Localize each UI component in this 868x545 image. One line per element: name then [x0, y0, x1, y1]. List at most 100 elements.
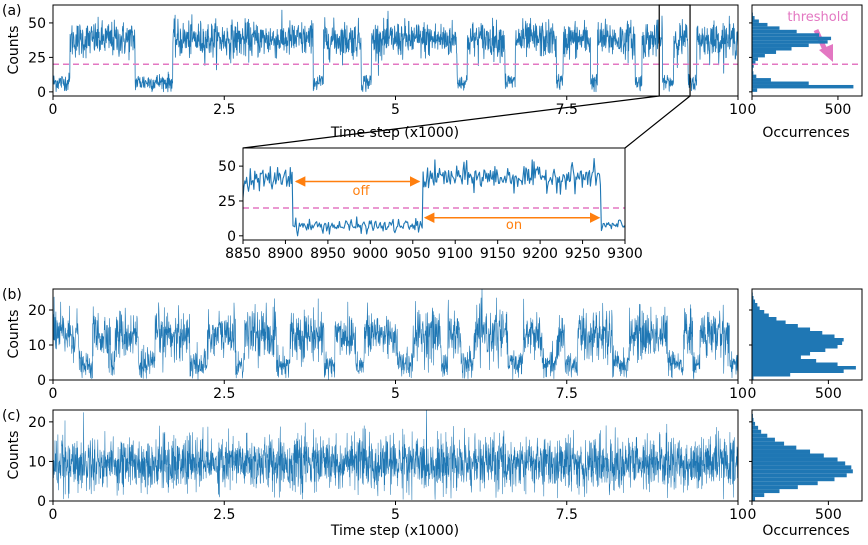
- c-xtick-label: 7.5: [556, 507, 578, 523]
- trace-a: [53, 9, 738, 93]
- hist-a-bar: [752, 50, 777, 54]
- hist-c-bar: [752, 469, 853, 474]
- hist-a-bar: [752, 29, 797, 34]
- hist-axes-a: [751, 4, 863, 97]
- c-xtick-label: 2.5: [213, 507, 235, 523]
- c-xtick-label: 0: [49, 507, 58, 523]
- b-xtick-label: 10: [729, 386, 747, 402]
- c-xtick-label: 5: [391, 507, 400, 523]
- zoom-xtick-label: 8850: [225, 246, 261, 262]
- zoom-xtick-label: 9000: [353, 246, 389, 262]
- hist-axes-c: [751, 409, 863, 502]
- b-xtick-label: 7.5: [556, 386, 578, 402]
- hist-b-bar: [752, 348, 826, 352]
- hist-c-bar: [752, 421, 756, 426]
- hist-b-bar: [752, 366, 856, 370]
- trace-b: [53, 289, 738, 380]
- hist-c-bar: [752, 433, 768, 438]
- hist-a-xtick-label: 0: [748, 102, 757, 118]
- hist-c-bar: [752, 449, 811, 454]
- hist-a-bar: [752, 57, 759, 61]
- zoom-xtick-label: 9250: [565, 246, 601, 262]
- on-annotation: on: [506, 218, 522, 233]
- hist-c-bar: [752, 441, 785, 446]
- hist-a-bar: [752, 16, 755, 20]
- hist-a-bar: [752, 53, 765, 58]
- hist-a-bar: [752, 81, 809, 85]
- hist-b-bar: [752, 320, 786, 324]
- hist-b-bar: [752, 331, 823, 335]
- hist-b-bar: [752, 355, 801, 359]
- xlabel-a: Time step (x1000): [330, 125, 459, 141]
- hist-a-bar: [752, 47, 792, 51]
- c-ytick-label: 10: [28, 454, 46, 470]
- panel-label-c: (c): [2, 408, 21, 424]
- hist-c-bar: [752, 425, 759, 430]
- zoom-ytick-label: 50: [218, 159, 236, 175]
- hist-c-bar: [752, 489, 780, 494]
- ylabel-c: Counts: [6, 431, 22, 480]
- zoom-xtick-label: 9200: [522, 246, 558, 262]
- hist-a-bar: [752, 74, 757, 79]
- hist-c-bar: [752, 445, 797, 450]
- hist-c-bar: [752, 457, 838, 462]
- zoom-xtick-label: 9300: [607, 246, 643, 262]
- hist-c-bar: [752, 481, 818, 486]
- hist-c-bar: [752, 465, 852, 470]
- hist-c-bar: [752, 417, 754, 422]
- hist-c-bar: [752, 473, 847, 478]
- hist-b-bar: [752, 341, 843, 345]
- hist-b-bar: [752, 303, 758, 307]
- hist-b-xtick-label: 0: [748, 386, 757, 402]
- hist-a-bar: [752, 26, 780, 30]
- a-xtick-label: 2.5: [213, 102, 235, 118]
- a-xtick-label: 10: [729, 102, 747, 118]
- hist-c-xtick-label: 500: [815, 507, 842, 523]
- hist-a-bar: [752, 71, 754, 75]
- panel-label-a: (a): [2, 3, 22, 19]
- hist-b-bar: [752, 334, 835, 338]
- a-xtick-label: 7.5: [556, 102, 578, 118]
- zoom-xtick-label: 9100: [437, 246, 473, 262]
- zoom-xtick-label: 9150: [480, 246, 516, 262]
- hist-b-bar: [752, 338, 844, 342]
- hist-c-bar: [752, 453, 824, 458]
- hist-b-bar: [752, 324, 798, 328]
- hist-b-bar: [752, 313, 769, 317]
- a-ytick-label: 0: [37, 85, 46, 101]
- hist-b-bar: [752, 369, 844, 373]
- hist-b-bar: [752, 299, 756, 303]
- hist-a-xtick-label: 500: [825, 102, 852, 118]
- a-ytick-label: 50: [28, 16, 46, 32]
- hist-c-bar: [752, 477, 835, 482]
- hist-b-bar: [752, 317, 777, 321]
- hist-b-bar: [752, 345, 838, 349]
- a-xtick-label: 0: [49, 102, 58, 118]
- zoom-xtick-label: 8950: [310, 246, 346, 262]
- threshold-annotation: threshold: [787, 10, 848, 25]
- zoom-xtick-label: 8900: [268, 246, 304, 262]
- c-ytick-label: 20: [28, 415, 46, 431]
- panel-label-b: (b): [2, 287, 22, 303]
- hist-c-bar: [752, 461, 846, 466]
- hist-b-bar: [752, 306, 760, 310]
- hist-a-bar: [752, 84, 854, 89]
- hist-a-bar: [752, 43, 809, 48]
- hist-a-bar: [752, 88, 758, 92]
- hist-b-bar: [752, 362, 838, 366]
- trace-c: [53, 410, 738, 500]
- hist-b-bar: [752, 359, 817, 363]
- b-ytick-label: 10: [28, 338, 46, 354]
- hist-b-bar: [752, 376, 754, 380]
- hist-c-bar: [752, 429, 762, 434]
- hist-b-bar: [752, 373, 791, 377]
- hist-c-bar: [752, 497, 756, 501]
- hist-b-bar: [752, 296, 754, 300]
- hist-a-bar: [752, 19, 759, 23]
- off-annotation: off: [353, 184, 371, 199]
- hist-a-bar: [752, 64, 754, 68]
- hist-a-bar: [752, 22, 768, 27]
- ylabel-b: Counts: [6, 310, 22, 359]
- hist-a-bar: [752, 33, 820, 37]
